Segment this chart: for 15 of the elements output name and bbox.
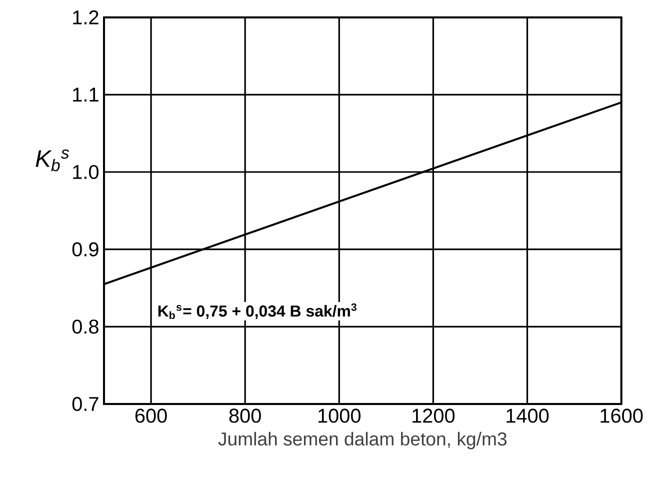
x-tick-label: 600 <box>135 408 167 423</box>
y-tick-label: 0.7 <box>72 397 98 412</box>
y-tick-label: 1.1 <box>73 88 98 102</box>
x-tick-label: 1200 <box>412 408 455 423</box>
x-tick-label: 1600 <box>600 408 643 423</box>
y-tick-label: 0.9 <box>72 242 98 257</box>
y-axis-title: K$_{b}$s <box>36 150 69 172</box>
y-tick-label: 1.2 <box>73 10 98 24</box>
x-tick-label: 800 <box>229 408 261 423</box>
y-tick-label: 1.0 <box>73 165 99 180</box>
x-tick-label: 1000 <box>318 408 361 423</box>
y-tick-label: 0.8 <box>72 320 98 334</box>
annotation: K$_{b}$$^{s}$= 0,75 + 0,034 B sak/m$^{3}$ <box>158 304 356 320</box>
x-axis-title: Jumlah semen dalam beton, kg/m3 <box>218 432 507 450</box>
x-tick-label: 1400 <box>506 408 549 423</box>
